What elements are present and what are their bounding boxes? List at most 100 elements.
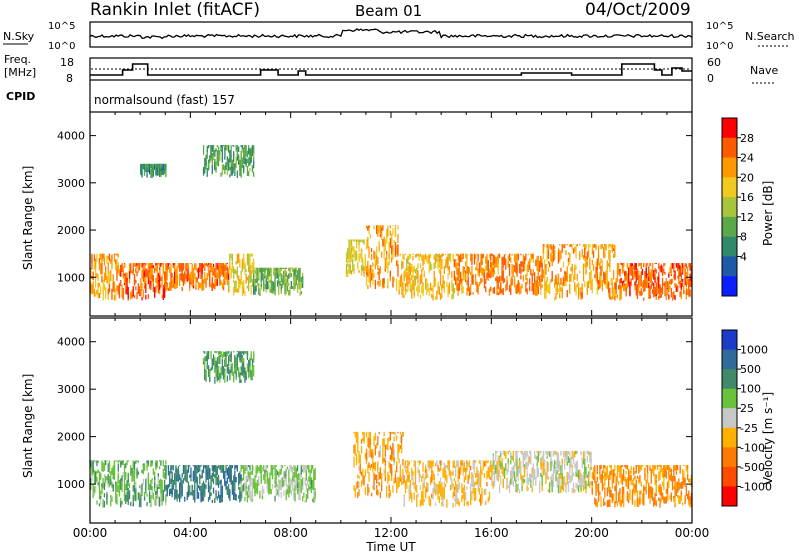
heatmap-cell-10 [620,286,622,295]
heatmap-cell-0 [98,293,101,298]
heatmap-cell-7 [442,282,444,289]
heatmap-cell-11 [243,157,245,164]
heatmap-cell-1 [126,278,128,282]
heatmap-cell-5 [500,452,502,458]
heatmap-cell-7 [216,351,218,353]
heatmap-cell-8 [493,269,496,275]
heatmap-cell-9 [608,263,610,267]
heatmap-cell-9 [597,284,600,288]
heatmap-cell-11 [221,164,223,175]
heatmap-cell-3 [245,269,247,272]
heatmap-cell-7 [451,293,453,300]
heatmap-cell-10 [634,272,636,278]
heatmap-cell-3 [363,475,365,486]
heatmap-cell-1 [171,484,173,495]
heatmap-cell-4 [461,460,463,466]
heatmap-cell-8 [529,285,531,292]
heatmap-cell-6 [606,467,608,472]
heatmap-cell-9 [561,244,563,253]
heatmap-cell-2 [166,282,168,287]
heatmap-cell-9 [597,245,600,258]
heatmap-cell-8 [456,277,458,288]
heatmap-cell-8 [471,274,473,285]
heatmap-cell-11 [240,156,242,169]
heatmap-cell-4 [255,267,257,269]
heatmap-cell-9 [555,287,557,292]
heatmap-cell-6 [633,466,635,470]
heatmap-cell-9 [554,297,556,301]
heatmap-cell-3 [394,432,397,436]
heatmap-cell-3 [399,445,402,449]
heatmap-cell-10 [651,281,654,286]
heatmap-cell-2 [206,263,208,267]
heatmap-cell-10 [621,265,624,274]
heatmap-cell-9 [559,282,561,294]
freq-line [90,63,692,76]
heatmap-cell-2 [244,482,246,491]
heatmap-cell-5 [534,450,536,459]
heatmap-cell-4 [421,476,423,482]
heatmap-cell-6 [631,479,634,486]
heatmap-cell-3 [401,476,403,485]
heatmap-cell-10 [641,291,644,296]
heatmap-cell-9 [547,267,550,272]
heatmap-cell-2 [244,496,246,502]
heatmap-cell-2 [187,269,190,281]
heatmap-cell-2 [268,480,270,492]
heatmap-cell-9 [565,280,567,286]
heatmap-cell-4 [462,462,464,470]
heatmap-cell-4 [270,267,272,274]
heatmap-cell-6 [688,490,690,500]
heatmap-cell-6 [651,487,654,496]
heatmap-cell-2 [251,477,254,490]
heatmap-cell-1 [135,286,137,291]
heatmap-cell-11 [206,149,208,159]
heatmap-cell-2 [288,472,290,483]
heatmap-cell-2 [185,265,187,270]
heatmap-cell-7 [447,261,449,271]
heatmap-cell-4 [438,468,440,473]
heatmap-cell-0 [100,494,102,505]
colorbar-tick-label: 25 [740,402,754,415]
heatmap-cell-3 [357,439,359,443]
heatmap-cell-1 [147,294,149,299]
heatmap-cell-5 [507,459,509,464]
heatmap-cell-0 [106,255,108,264]
heatmap-cell-6 [615,476,617,489]
heatmap-cell-1 [234,470,236,482]
heatmap-cell-12 [146,167,148,175]
heatmap-cell-4 [427,482,429,492]
heatmap-cell-9 [613,253,615,258]
heatmap-cell-0 [98,503,101,507]
heatmap-cell-0 [120,478,122,490]
heatmap-cell-5 [363,269,365,274]
heatmap-cell-2 [280,465,282,471]
heatmap-cell-7 [249,368,251,377]
heatmap-cell-6 [391,241,393,254]
heatmap-cell-5 [512,465,514,478]
heatmap-cell-8 [531,276,533,285]
heatmap-cell-1 [221,485,223,498]
heatmap-cell-5 [357,261,359,268]
heatmap-cell-3 [399,436,402,443]
heatmap-cell-2 [176,277,178,288]
heatmap-cell-5 [521,486,523,492]
heatmap-cell-6 [618,465,620,472]
heatmap-cell-3 [367,483,369,496]
heatmap-cell-1 [230,468,232,476]
heatmap-cell-6 [367,284,369,290]
heatmap-cell-4 [266,267,269,269]
heatmap-cell-0 [103,474,106,486]
heatmap-cell-2 [250,470,252,475]
heatmap-cell-4 [404,480,407,490]
heatmap-cell-2 [294,479,296,486]
heatmap-cell-4 [274,272,276,281]
heatmap-cell-5 [541,455,543,463]
heatmap-cell-8 [470,253,472,261]
heatmap-cell-10 [654,277,656,283]
heatmap-cell-0 [103,493,106,498]
heatmap-cell-1 [202,494,205,502]
heatmap-cell-2 [290,490,292,496]
heatmap-cell-7 [426,279,428,292]
heatmap-cell-2 [283,471,285,479]
